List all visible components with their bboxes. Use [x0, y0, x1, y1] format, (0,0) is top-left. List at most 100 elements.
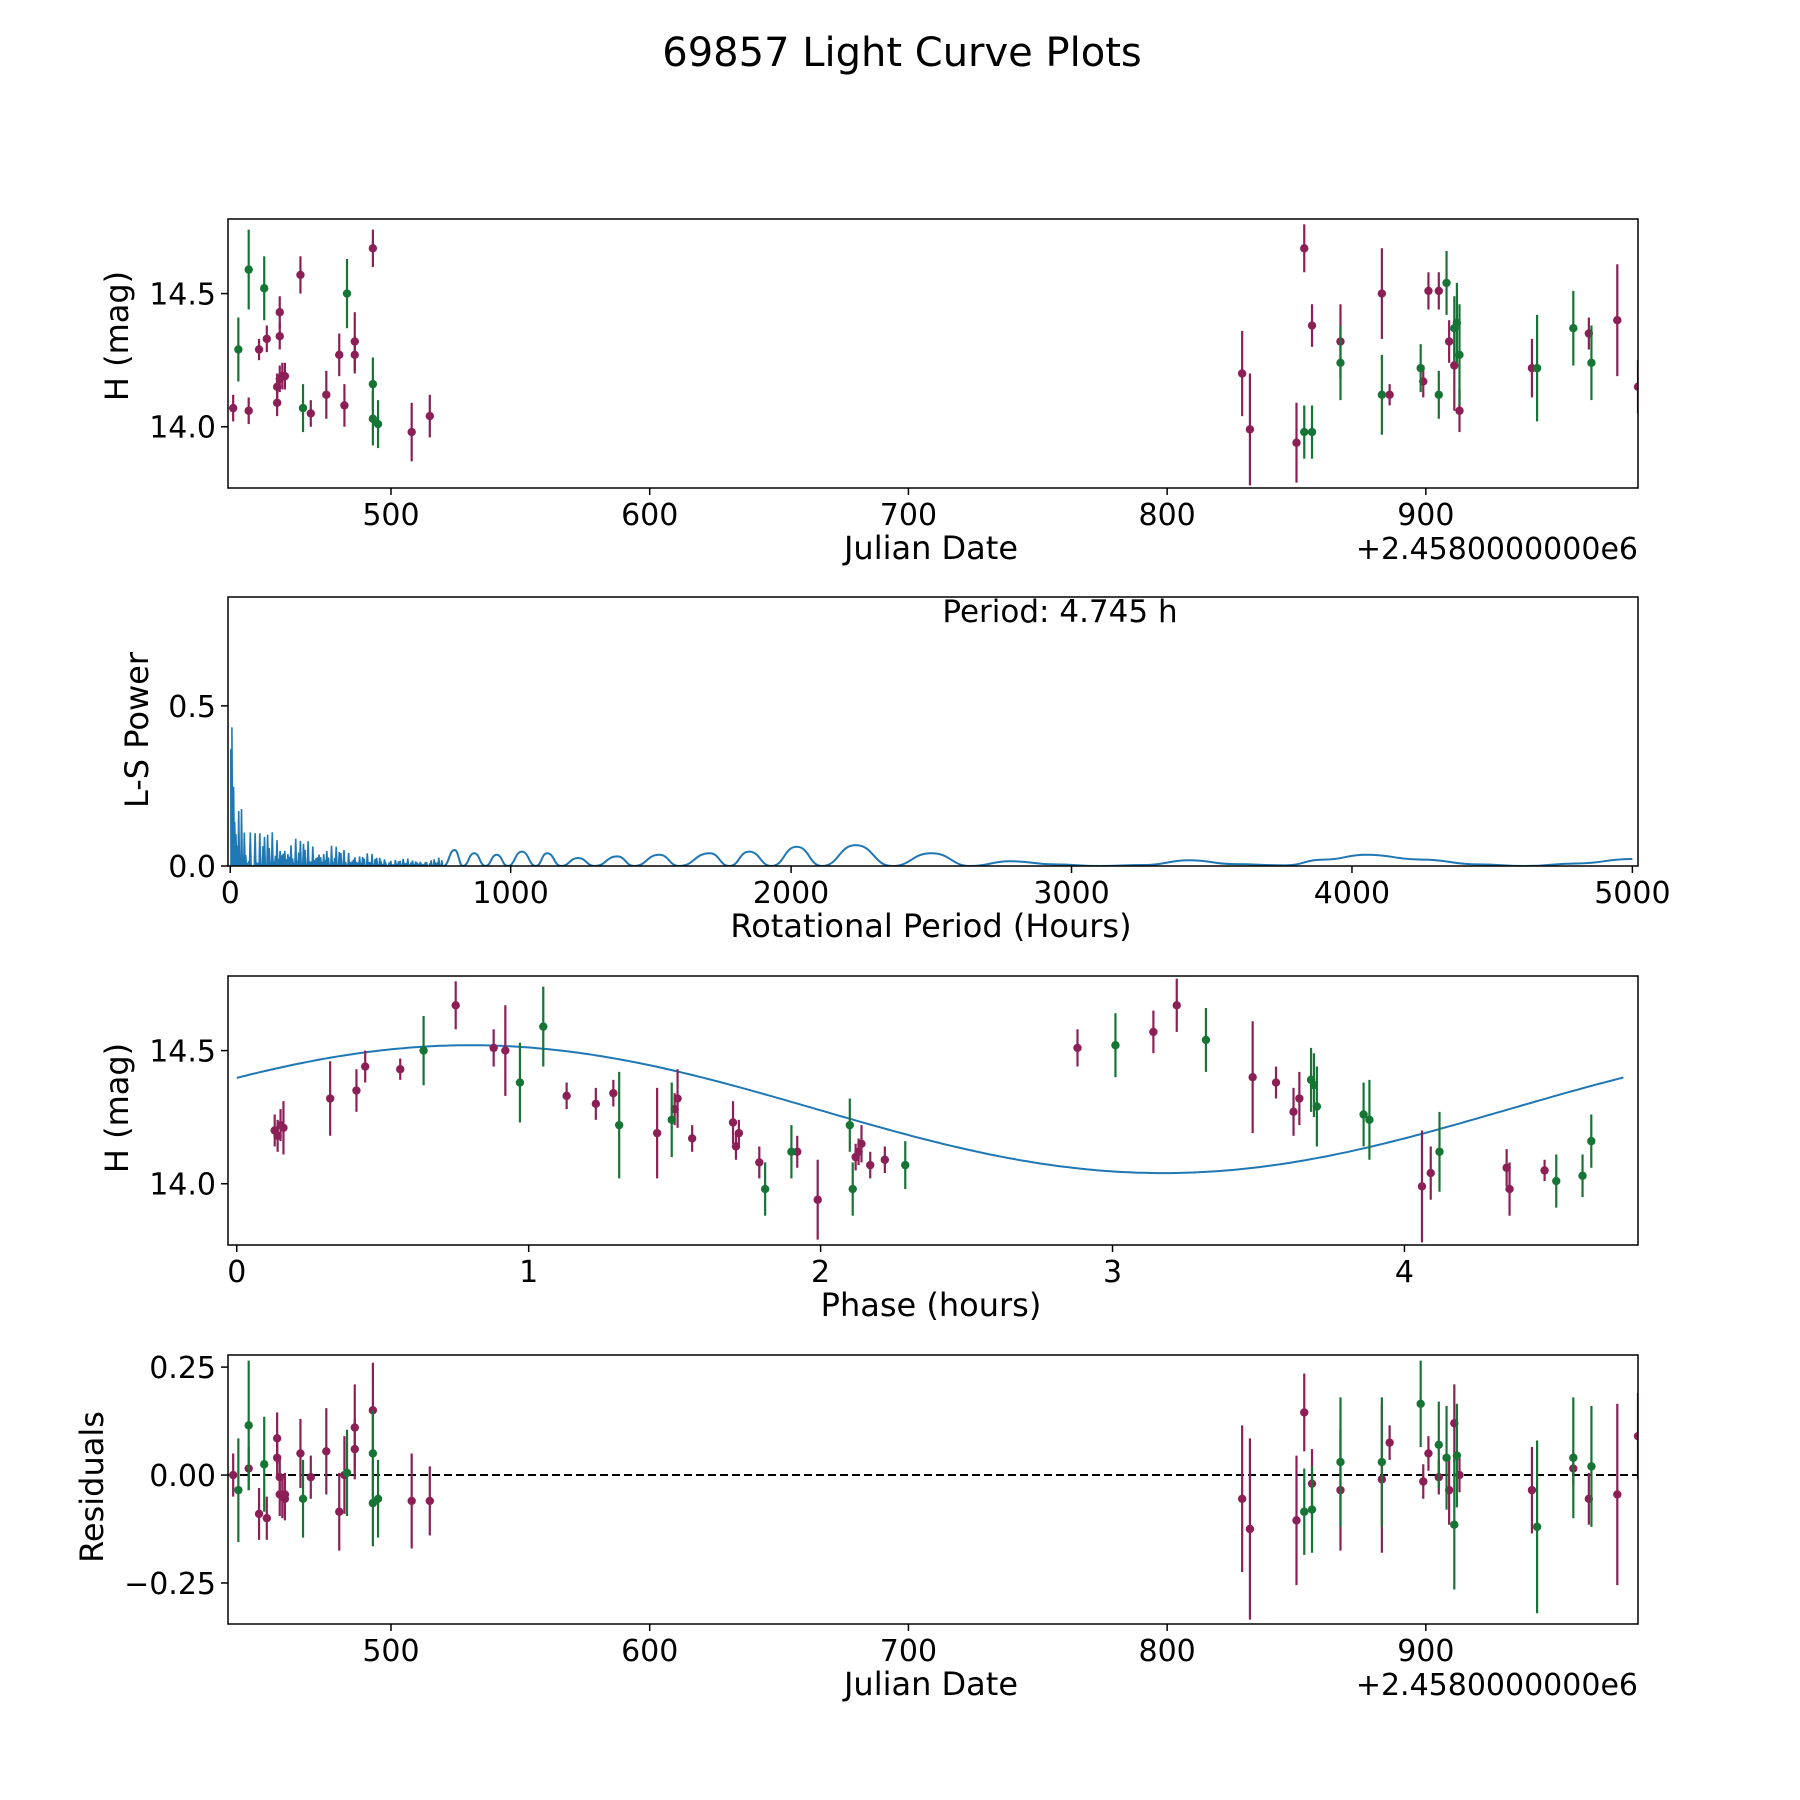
lightcurve-xtick-label: 500 — [362, 498, 419, 533]
periodogram-ytick-label: 0.5 — [168, 690, 216, 725]
phase-xlabel: Phase (hours) — [821, 1286, 1042, 1324]
lightcurve-xtick-label: 600 — [621, 498, 678, 533]
residuals-point — [254, 1509, 264, 1519]
lightcurve-point — [1336, 358, 1345, 368]
residuals-point — [1237, 1494, 1247, 1503]
residuals-point — [234, 1485, 243, 1495]
residuals-point — [296, 1449, 305, 1458]
phase-ytick-label: 14.5 — [149, 1035, 216, 1070]
phase-point — [1149, 1027, 1158, 1037]
residuals-point — [228, 1470, 238, 1480]
residuals-point — [1424, 1449, 1433, 1458]
residuals-xtick-label: 800 — [1139, 1634, 1196, 1669]
periodogram-axes-frame — [227, 596, 1639, 867]
phase-point — [419, 1046, 428, 1055]
phase-point — [673, 1094, 682, 1103]
period-annotation: Period: 4.745 h — [942, 594, 1177, 630]
lightcurve-point — [342, 289, 352, 298]
phase-ylabel: H (mag) — [98, 1043, 136, 1173]
periodogram-ytick-label: 0.0 — [168, 850, 216, 885]
phase-point — [734, 1128, 744, 1138]
lightcurve-point — [1569, 323, 1578, 333]
residuals-point — [1292, 1516, 1301, 1525]
lightcurve-point — [275, 331, 284, 341]
phase-point — [848, 1184, 857, 1194]
periodogram-xlabel: Rotational Period (Hours) — [730, 907, 1131, 945]
lightcurve-point — [407, 427, 416, 437]
lightcurve-point — [368, 244, 378, 253]
residuals-point — [373, 1494, 383, 1503]
phase-point — [325, 1094, 335, 1103]
residuals-point — [1613, 1490, 1622, 1499]
residuals-marks: 500 600 700 800 900 0.25 0.00 −0.25 — [124, 1351, 1639, 1669]
residuals-ytick-label: −0.25 — [124, 1567, 216, 1602]
lightcurve-point — [306, 409, 315, 418]
residuals-point — [322, 1447, 331, 1456]
lightcurve-point — [1300, 427, 1309, 437]
phase-point — [562, 1091, 571, 1101]
phase-point — [755, 1158, 764, 1167]
lightcurve-point — [280, 371, 290, 381]
lightcurve-point — [1307, 321, 1317, 330]
phase-point — [1172, 1001, 1181, 1010]
phase-point — [793, 1147, 802, 1156]
phase-point — [489, 1043, 498, 1053]
phase-point — [451, 1001, 460, 1010]
phase-point — [687, 1134, 697, 1143]
lightcurve-point — [1300, 244, 1309, 253]
residuals-point — [244, 1421, 253, 1430]
residuals-point — [260, 1460, 269, 1469]
periodogram-panel: Period: 4.745 h Rotational Period (Hours… — [118, 594, 1178, 945]
lightcurve-ytick-label: 14.5 — [149, 278, 216, 313]
residuals-xtick-label: 500 — [362, 1634, 419, 1669]
lightcurve-point — [1455, 350, 1464, 360]
lightcurve-point — [1613, 316, 1622, 325]
phase-point — [880, 1155, 890, 1164]
phase-point — [652, 1128, 662, 1138]
lightcurve-point — [1245, 425, 1255, 434]
periodogram-xtick-label: 3000 — [1033, 876, 1109, 911]
lightcurve-point — [1450, 361, 1459, 370]
residuals-point — [1450, 1520, 1459, 1529]
residuals-xtick-label: 900 — [1397, 1634, 1454, 1669]
periodogram-plot-area — [230, 727, 1633, 866]
lightcurve-point — [244, 406, 253, 415]
periodogram-xtick-label: 4000 — [1314, 876, 1390, 911]
phase-point — [1505, 1184, 1514, 1194]
periodogram-ylabel: L-S Power — [118, 651, 156, 808]
lightcurve-xtick-label: 700 — [880, 498, 937, 533]
phase-point — [539, 1022, 548, 1031]
phase-point — [866, 1160, 875, 1170]
residuals-point — [306, 1472, 315, 1482]
lightcurve-point — [1444, 337, 1454, 346]
lightcurve-point — [1442, 278, 1451, 288]
lightcurve-xtick-label: 900 — [1397, 498, 1454, 533]
phase-axes-frame — [227, 975, 1639, 1246]
lightcurve-point — [1307, 427, 1317, 437]
residuals-xtick-label: 600 — [621, 1634, 678, 1669]
residuals-xtick-label: 700 — [880, 1634, 937, 1669]
phase-plot-area — [236, 978, 1624, 1243]
lightcurve-plot-area — [228, 224, 1638, 486]
phase-point — [352, 1086, 361, 1095]
residuals-point — [1419, 1477, 1428, 1486]
lightcurve-point — [1237, 369, 1247, 378]
lightcurve-ylabel: H (mag) — [98, 271, 136, 401]
phase-point — [1417, 1182, 1427, 1191]
lightcurve-point — [335, 350, 344, 360]
phase-point — [760, 1184, 770, 1194]
phase-xtick-label: 0 — [227, 1255, 246, 1290]
lightcurve-xtick-label: 800 — [1139, 498, 1196, 533]
residuals-point — [1336, 1457, 1345, 1467]
lightcurve-axes-frame — [227, 218, 1639, 489]
phase-point — [667, 1115, 676, 1125]
residuals-point — [280, 1490, 290, 1499]
periodogram-marks: 0 1000 2000 3000 4000 5000 0.0 0.5 — [168, 596, 1671, 911]
figure-title: 69857 Light Curve Plots — [662, 30, 1141, 76]
residuals-point — [298, 1494, 308, 1503]
lightcurve-point — [368, 414, 378, 423]
residuals-point — [1245, 1524, 1255, 1534]
residuals-point — [350, 1444, 359, 1454]
residuals-point — [425, 1496, 434, 1506]
